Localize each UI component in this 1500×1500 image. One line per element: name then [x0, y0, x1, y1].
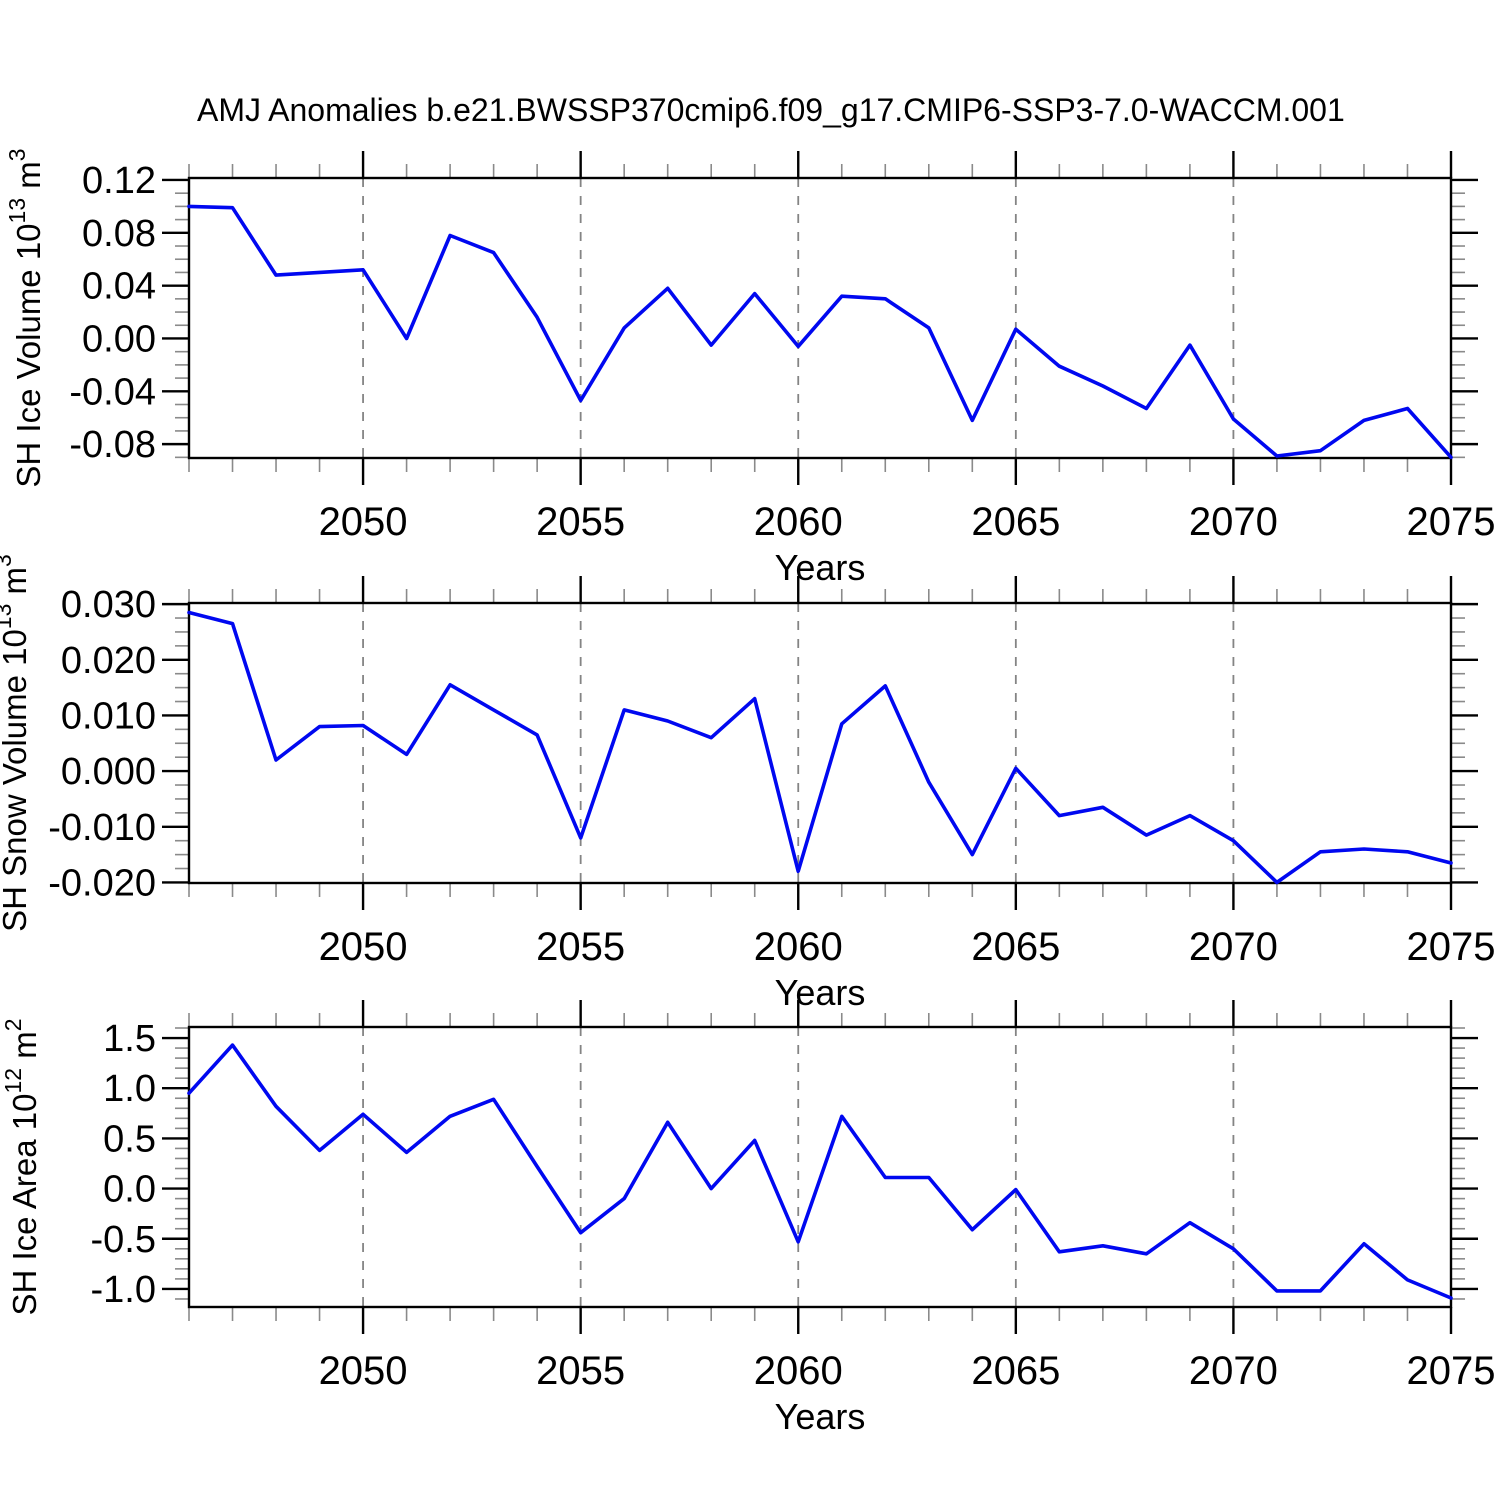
chart-sh-ice-volume: 0.12 0.08 0.04 0.00 -0.04 -0.08 2050 2055 2060 20…: [4, 148, 1495, 588]
x-axis-title: Years: [775, 547, 866, 588]
y-tick-label: 0.0: [103, 1169, 156, 1211]
figure-title: AMJ Anomalies b.e21.BWSSP370cmip6.f09_g1…: [197, 92, 1345, 128]
x-tick-label: 2070: [1189, 1349, 1278, 1393]
x-tick-label: 2075: [1407, 1349, 1496, 1393]
y-tick-label: 1.0: [103, 1068, 156, 1110]
y-tick-label: 0.020: [61, 640, 156, 682]
plot-frame: [187, 601, 1453, 885]
x-tick-label: 2075: [1407, 925, 1496, 969]
x-tick-label: 2065: [971, 1349, 1060, 1393]
x-tick-label: 2055: [536, 500, 625, 544]
x-tick-label: 2070: [1189, 925, 1278, 969]
y-tick-label: -0.04: [69, 371, 156, 413]
data-line: [187, 1043, 1453, 1300]
x-tick-label: 2055: [536, 925, 625, 969]
y-tick-label: 0.030: [61, 584, 156, 626]
y-tick-label: 0.12: [82, 160, 156, 202]
x-tick-label: 2060: [754, 500, 843, 544]
chart-sh-ice-area: 1.5 1.0 0.5 0.0 -0.5 -1.0 2050 2055 2060 2065 2070…: [0, 1000, 1495, 1437]
data-line: [187, 610, 1453, 885]
y-tick-label: -0.010: [48, 807, 156, 849]
y-axis-title: SH Snow Volume 1013 m3: [0, 554, 33, 932]
y-tick-label: 0.08: [82, 213, 156, 255]
y-tick-label: -1.0: [91, 1269, 156, 1311]
y-tick-label: 1.5: [103, 1018, 156, 1060]
y-tick-label: 0.010: [61, 695, 156, 737]
plot-frame: [187, 176, 1453, 460]
y-axis-title: SH Ice Area 1012 m2: [0, 1018, 43, 1315]
x-tick-label: 2075: [1407, 500, 1496, 544]
x-axis-title: Years: [775, 972, 866, 1013]
x-tick-label: 2050: [319, 1349, 408, 1393]
y-tick-label: -0.5: [91, 1219, 156, 1261]
y-tick-label: -0.020: [48, 862, 156, 904]
chart-sh-snow-volume: 0.030 0.020 0.010 0.000 -0.010 -0.020 2050 2055…: [0, 554, 1495, 1013]
x-tick-label: 2055: [536, 1349, 625, 1393]
y-tick-label: 0.00: [82, 318, 156, 360]
data-line: [187, 204, 1453, 460]
y-tick-label: 0.04: [82, 266, 156, 308]
y-tick-label: 0.000: [61, 751, 156, 793]
y-tick-label: 0.5: [103, 1118, 156, 1160]
plot-frame: [187, 1025, 1453, 1309]
x-tick-label: 2065: [971, 925, 1060, 969]
x-tick-label: 2060: [754, 925, 843, 969]
x-axis-title: Years: [775, 1396, 866, 1437]
x-tick-label: 2050: [319, 925, 408, 969]
x-tick-label: 2060: [754, 1349, 843, 1393]
x-tick-label: 2050: [319, 500, 408, 544]
y-axis-title: SH Ice Volume 1013 m3: [4, 148, 47, 487]
y-tick-label: -0.08: [69, 424, 156, 466]
x-tick-label: 2065: [971, 500, 1060, 544]
x-tick-label: 2070: [1189, 500, 1278, 544]
